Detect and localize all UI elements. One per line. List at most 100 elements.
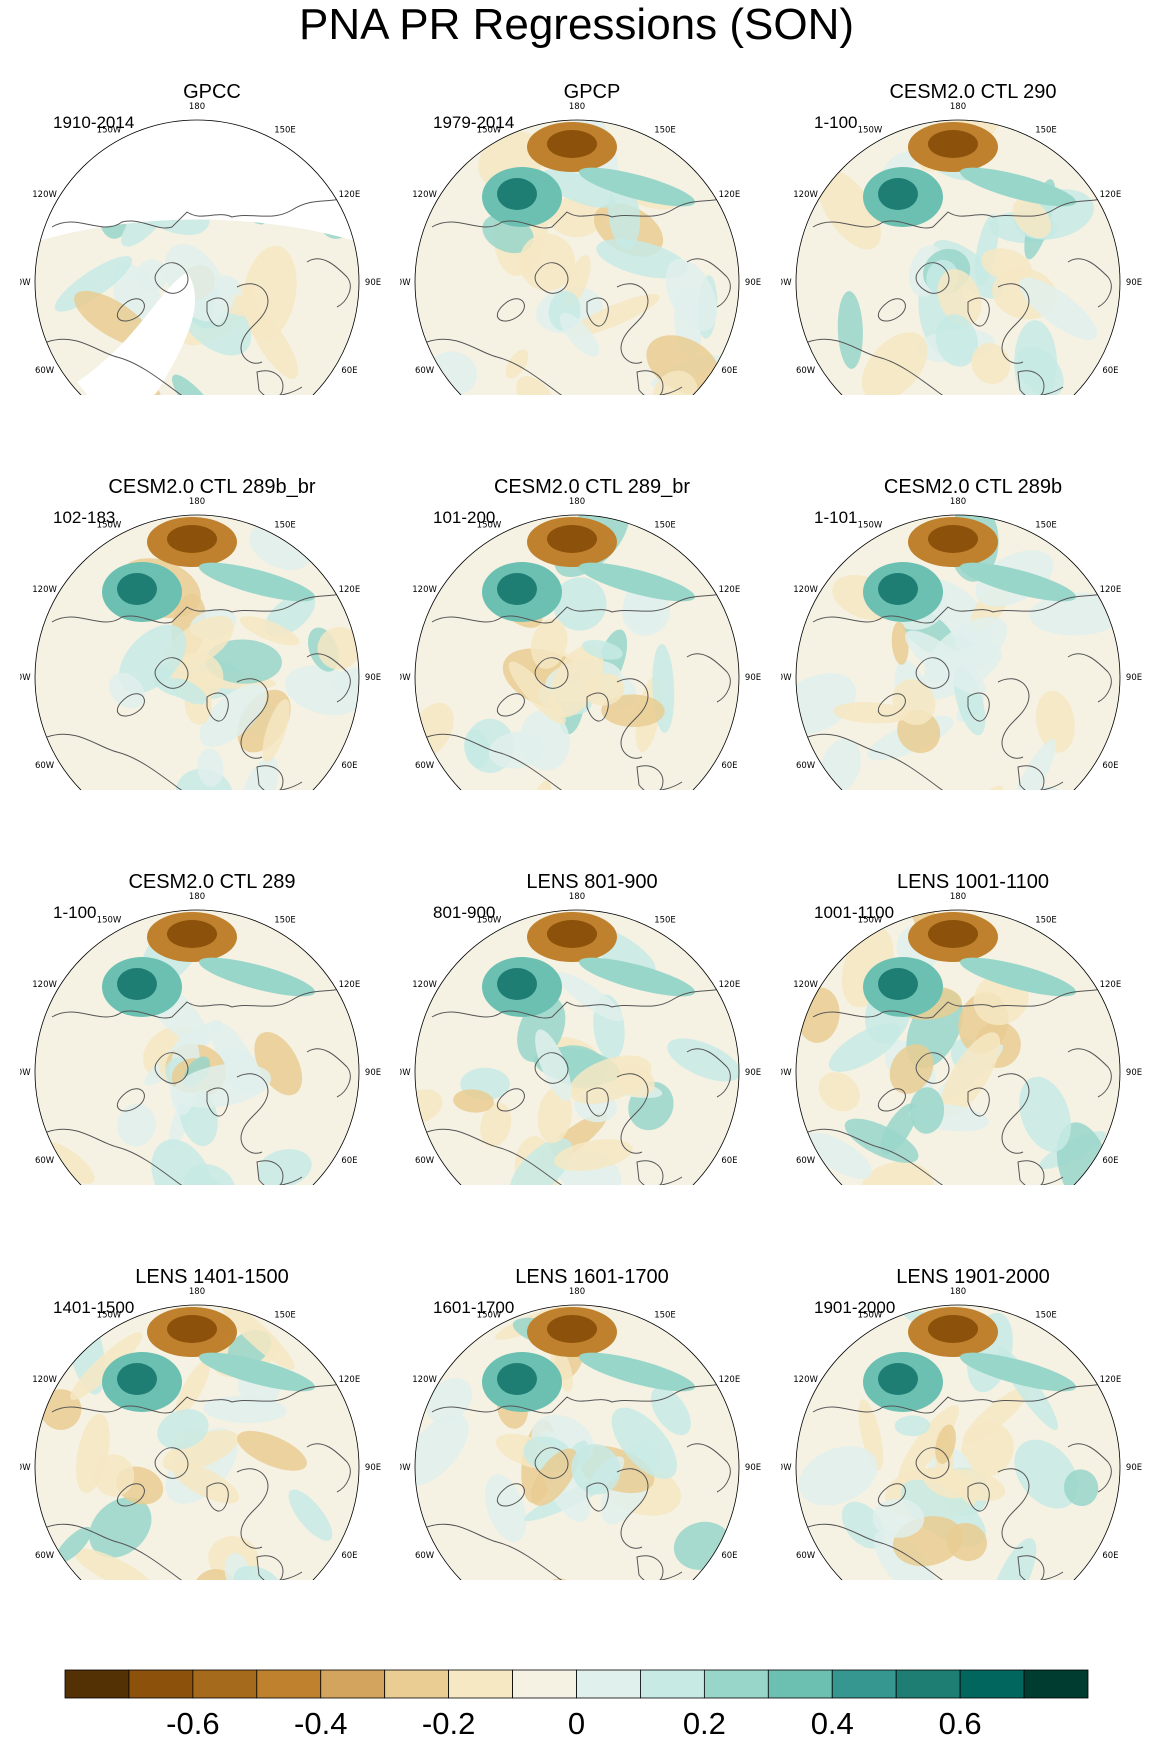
longitude-label: 60E xyxy=(1102,366,1118,376)
colorbar-tick-label: -0.6 xyxy=(166,1706,219,1738)
colorbar-swatch xyxy=(895,1669,961,1699)
panel-title: CESM2.0 CTL 289 xyxy=(128,871,296,893)
colorbar-swatch xyxy=(192,1669,258,1699)
longitude-label: 120W xyxy=(412,585,437,595)
longitude-label: 120E xyxy=(339,585,361,595)
panel-title: LENS 1001-1100 xyxy=(897,871,1049,893)
colorbar-swatch xyxy=(703,1669,769,1699)
longitude-label: 120W xyxy=(412,1375,437,1385)
panel-period: 1401-1500 xyxy=(53,1298,135,1317)
colorbar-swatch xyxy=(640,1669,705,1699)
longitude-label: 180 xyxy=(569,102,585,112)
longitude-label: 150E xyxy=(274,126,296,136)
longitude-label: 120E xyxy=(1100,585,1122,595)
panel-title: LENS 1601-1700 xyxy=(515,1266,669,1288)
longitude-label: 150W xyxy=(477,1311,502,1321)
polar-map: 180150E120E90E60E30E030W60W90W120W150W xyxy=(781,1287,1142,1580)
polar-map: 180150E120E90E60E30E030W60W90W120W150W xyxy=(400,892,761,1185)
longitude-label: 90E xyxy=(1126,278,1142,288)
panel-period: 1-101 xyxy=(814,508,858,527)
longitude-label: 180 xyxy=(189,1287,205,1297)
panel-period: 1601-1700 xyxy=(433,1298,515,1317)
longitude-label: 60E xyxy=(341,366,357,376)
panel-title: GPCC xyxy=(183,81,241,103)
longitude-label: 60W xyxy=(796,1156,816,1166)
map-panel: 180150E120E90E60E30E030W60W90W120W150WLE… xyxy=(781,1185,1153,1580)
panel-period: 801-900 xyxy=(433,903,496,922)
panel-period: 102-183 xyxy=(53,508,116,527)
longitude-label: 150W xyxy=(477,916,502,926)
panel-period: 1979-2014 xyxy=(433,113,515,132)
longitude-label: 120E xyxy=(1100,190,1122,200)
longitude-label: 150E xyxy=(1035,916,1057,926)
colorbar-tick-label: 0.6 xyxy=(939,1706,982,1738)
colorbar-swatch xyxy=(512,1669,577,1699)
longitude-label: 180 xyxy=(189,892,205,902)
colorbar-tick-label: -0.4 xyxy=(294,1706,347,1738)
longitude-label: 60W xyxy=(796,366,816,376)
polar-map: 180150E120E90E60E30E030W60W90W120W150W xyxy=(20,102,381,395)
longitude-label: 150W xyxy=(858,521,883,531)
longitude-label: 120W xyxy=(793,1375,818,1385)
longitude-label: 120E xyxy=(719,190,741,200)
longitude-label: 180 xyxy=(189,102,205,112)
longitude-label: 120W xyxy=(32,1375,57,1385)
longitude-label: 180 xyxy=(569,497,585,507)
map-panel: 180150E120E90E60E30E030W60W90W120W150WCE… xyxy=(781,395,1153,790)
longitude-label: 60W xyxy=(415,761,435,771)
colorbar-swatch xyxy=(384,1669,450,1699)
longitude-label: 180 xyxy=(950,1287,966,1297)
longitude-label: 60W xyxy=(415,366,435,376)
colorbar-swatch xyxy=(128,1669,194,1699)
longitude-label: 180 xyxy=(569,892,585,902)
panel-title: GPCP xyxy=(563,81,621,103)
map-panel: 180150E120E90E60E30E030W60W90W120W150WLE… xyxy=(781,790,1153,1185)
longitude-label: 150E xyxy=(1035,521,1057,531)
map-panel: 180150E120E90E60E30E030W60W90W120W150WGP… xyxy=(20,0,404,395)
longitude-label: 90W xyxy=(20,673,31,683)
colorbar-swatch xyxy=(320,1669,386,1699)
polar-map: 180150E120E90E60E30E030W60W90W120W150W xyxy=(400,1287,761,1580)
longitude-label: 60E xyxy=(721,1156,737,1166)
longitude-label: 120W xyxy=(412,980,437,990)
longitude-label: 180 xyxy=(950,102,966,112)
longitude-label: 120E xyxy=(339,980,361,990)
panel-period: 1901-2000 xyxy=(814,1298,896,1317)
panel-title: CESM2.0 CTL 289b xyxy=(883,476,1063,498)
longitude-label: 150W xyxy=(858,916,883,926)
longitude-label: 90E xyxy=(365,673,381,683)
longitude-label: 150W xyxy=(858,126,883,136)
longitude-label: 90E xyxy=(365,1463,381,1473)
map-panel: 180150E120E90E60E30E030W60W90W120W150WLE… xyxy=(20,1185,404,1580)
longitude-label: 60E xyxy=(1102,761,1118,771)
longitude-label: 90E xyxy=(365,278,381,288)
longitude-label: 90E xyxy=(745,1463,761,1473)
longitude-label: 90E xyxy=(745,278,761,288)
map-panel: 180150E120E90E60E30E030W60W90W120W150WLE… xyxy=(400,1185,784,1580)
panel-period: 1-100 xyxy=(814,113,858,132)
longitude-label: 60E xyxy=(341,1156,357,1166)
polar-map: 180150E120E90E60E30E030W60W90W120W150W xyxy=(20,892,381,1185)
longitude-label: 60W xyxy=(35,761,55,771)
panel-title: LENS 1401-1500 xyxy=(135,1266,289,1288)
longitude-label: 120E xyxy=(719,980,741,990)
map-panel: 180150E120E90E60E30E030W60W90W120W150WCE… xyxy=(400,395,784,790)
longitude-label: 150E xyxy=(654,126,676,136)
longitude-label: 150W xyxy=(97,1311,122,1321)
polar-map: 180150E120E90E60E30E030W60W90W120W150W xyxy=(781,892,1142,1185)
panel-period: 101-200 xyxy=(433,508,496,527)
map-panel: 180150E120E90E60E30E030W60W90W120W150WCE… xyxy=(781,0,1153,395)
polar-map: 180150E120E90E60E30E030W60W90W120W150W xyxy=(20,497,381,790)
longitude-label: 60W xyxy=(35,1156,55,1166)
longitude-label: 150E xyxy=(654,1311,676,1321)
polar-map: 180150E120E90E60E30E030W60W90W120W150W xyxy=(781,497,1142,790)
colorbar-tick-label: 0.4 xyxy=(811,1706,854,1738)
longitude-label: 120W xyxy=(32,980,57,990)
longitude-label: 150E xyxy=(1035,126,1057,136)
panel-period: 1910-2014 xyxy=(53,113,135,132)
longitude-label: 90E xyxy=(365,1068,381,1078)
longitude-label: 150E xyxy=(1035,1311,1057,1321)
polar-map: 180150E120E90E60E30E030W60W90W120W150W xyxy=(400,497,761,790)
longitude-label: 120W xyxy=(793,980,818,990)
